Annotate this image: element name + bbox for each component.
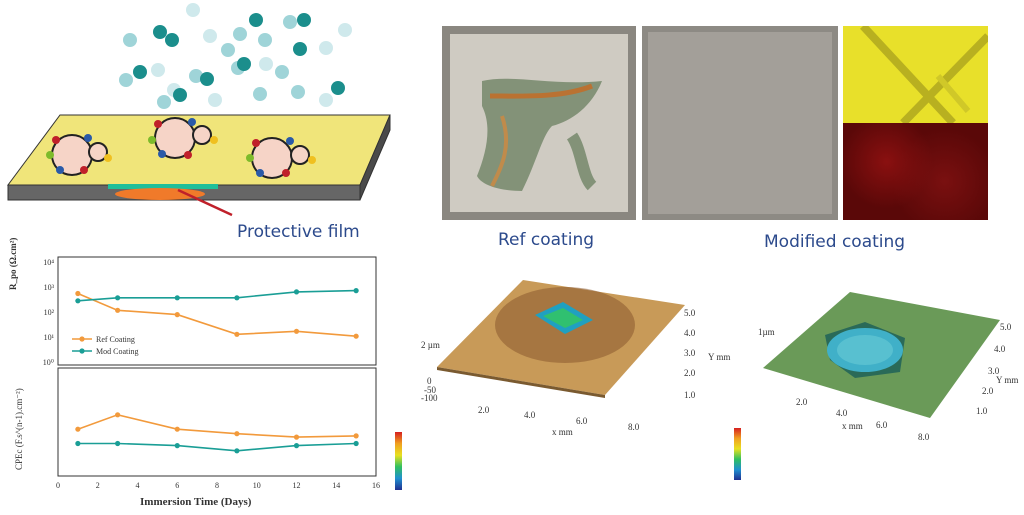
impedance-charts: 10⁴ 10³ 10² 10¹ 10⁰ 0 2 4 6 8 10 12 14 16 Ref Coating M…: [43, 256, 380, 490]
topo1-z-tick-3: -100: [421, 393, 438, 403]
data-point-0-0-2: [174, 312, 180, 318]
plot-frame-top: [57, 256, 377, 366]
colorbar-1: [395, 432, 402, 490]
topography-modified: [763, 292, 1000, 418]
y-tick-label-top-3: 10¹: [44, 333, 55, 342]
colorbar-2: [734, 428, 741, 480]
legend-marker-0: [79, 336, 85, 342]
topo1-y-tick-1: 5.0: [684, 308, 696, 318]
eds-map-red: [843, 123, 988, 220]
data-point-1-0-0: [75, 426, 81, 432]
data-point-0-0-4: [293, 328, 300, 334]
topo1-x-tick-2: 4.0: [524, 410, 536, 420]
topo1-y-axis: Y mm: [708, 352, 731, 362]
ref-coating-label: Ref coating: [498, 230, 595, 250]
topography-ref: [437, 280, 685, 398]
x-tick-label-1: 2: [96, 481, 100, 490]
series-line-0-0: [77, 292, 357, 337]
topo2-y-tick-2: 4.0: [994, 344, 1006, 354]
adsorbed-molecule-2: [148, 117, 218, 159]
data-point-1-0-2: [174, 426, 180, 432]
topo2-x-axis: x mm: [842, 421, 863, 431]
topo1-z-tick-1: 0: [427, 376, 432, 386]
top-chart-ylabel: R_po (Ω.cm²): [8, 237, 18, 290]
data-point-1-0-3: [234, 431, 240, 437]
topo1-x-axis: x mm: [552, 427, 573, 437]
x-tick-label-8: 16: [372, 481, 380, 490]
legend-label-0: Ref Coating: [96, 335, 135, 344]
data-point-1-1-5: [353, 440, 359, 447]
series-line-0-1: [77, 289, 357, 302]
modified-coating-photo: [642, 26, 838, 220]
y-tick-label-top-2: 10²: [44, 308, 55, 317]
topo2-y-tick-1: 5.0: [1000, 322, 1012, 332]
x-tick-label-7: 14: [332, 481, 340, 490]
data-point-1-0-1: [115, 412, 121, 418]
data-point-1-1-4: [293, 443, 300, 449]
film-green: [108, 184, 218, 189]
data-point-0-1-5: [353, 288, 359, 294]
series-line-1-0: [77, 413, 357, 438]
data-point-1-1-2: [174, 443, 180, 449]
floating-molecules: [119, 3, 352, 109]
data-point-0-0-0: [75, 290, 81, 297]
plot-frame-bottom: [57, 367, 377, 477]
topo2-y-tick-4: 2.0: [982, 386, 994, 396]
data-point-0-1-2: [174, 295, 180, 301]
y-tick-label-top-1: 10³: [44, 283, 55, 292]
x-tick-label-6: 12: [293, 481, 301, 490]
x-tick-label-3: 6: [175, 481, 179, 490]
data-point-1-0-4: [293, 434, 300, 440]
legend-label-1: Mod Coating: [96, 347, 138, 356]
data-point-1-1-1: [115, 440, 121, 447]
x-tick-label-5: 10: [253, 481, 261, 490]
film-pointer: [177, 188, 233, 217]
ref-coating-photo: [442, 26, 636, 220]
data-point-0-0-3: [234, 331, 240, 337]
topo1-x-tick-1: 2.0: [478, 405, 490, 415]
modified-coating-label: Modified coating: [764, 232, 906, 252]
x-tick-label-2: 4: [136, 481, 140, 490]
data-point-1-0-5: [353, 433, 359, 439]
x-tick-label-4: 8: [215, 481, 219, 490]
series-line-1-1: [77, 442, 357, 452]
x-axis-title: Immersion Time (Days): [140, 496, 252, 508]
film-orange: [115, 188, 205, 200]
y-tick-label-top-0: 10⁴: [43, 258, 54, 267]
adsorbed-molecule-1: [46, 134, 112, 176]
molecule-schematic: [7, 3, 391, 217]
topo2-y-axis: Y mm: [996, 375, 1019, 385]
protective-film-label: Protective film: [237, 222, 360, 242]
legend-marker-1: [79, 348, 85, 354]
data-point-0-0-5: [353, 333, 359, 339]
topo2-z-label: 1µm: [758, 327, 775, 337]
data-point-0-0-1: [115, 307, 121, 313]
bottom-chart-ylabel: CPEc (F.s^(n-1).cm⁻²): [14, 388, 24, 470]
substrate: [7, 114, 391, 201]
data-point-1-1-0: [75, 440, 81, 447]
topo1-y-tick-2: 4.0: [684, 328, 696, 338]
data-point-0-1-0: [75, 298, 81, 304]
topo1-y-tick-4: 2.0: [684, 368, 696, 378]
y-tick-label-top-4: 10⁰: [43, 358, 54, 367]
topo2-x-tick-1: 2.0: [796, 397, 808, 407]
data-point-0-1-3: [234, 295, 240, 301]
topo1-x-tick-3: 6.0: [576, 416, 588, 426]
topo1-y-tick-5: 1.0: [684, 390, 696, 400]
data-point-1-1-3: [234, 448, 240, 454]
x-tick-label-0: 0: [56, 481, 60, 490]
eds-map-yellow: [843, 26, 988, 123]
topo2-y-tick-5: 1.0: [976, 406, 988, 416]
topo2-y-tick-3: 3.0: [988, 366, 1000, 376]
topo1-z-label: 2 µm: [421, 340, 440, 350]
topo1-z-tick-2: -50: [424, 385, 436, 395]
topo2-x-tick-2: 4.0: [836, 408, 848, 418]
topo1-y-tick-3: 3.0: [684, 348, 696, 358]
topo2-x-tick-4: 8.0: [918, 432, 930, 442]
data-point-0-1-1: [115, 295, 121, 301]
adsorbed-molecule-3: [246, 137, 316, 179]
topo2-x-tick-3: 6.0: [876, 420, 888, 430]
data-point-0-1-4: [293, 289, 300, 295]
topo1-x-tick-4: 8.0: [628, 422, 640, 432]
